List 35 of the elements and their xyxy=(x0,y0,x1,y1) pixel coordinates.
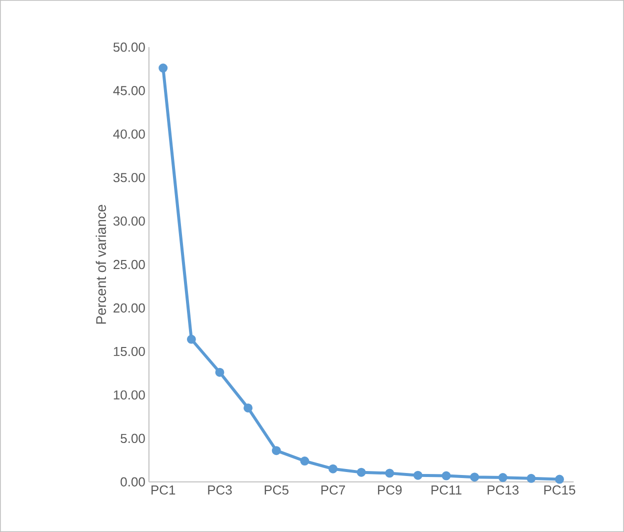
y-tick-label: 35.00 xyxy=(113,172,145,182)
point xyxy=(328,464,338,474)
y-tick-label: 0.00 xyxy=(120,477,145,486)
point xyxy=(470,472,480,482)
point xyxy=(272,446,281,456)
x-tick-label: PC9 xyxy=(378,485,402,495)
point xyxy=(158,64,168,73)
point xyxy=(186,334,196,344)
y-tick-label: 5.00 xyxy=(120,434,145,443)
y-tick-label: 45.00 xyxy=(113,86,145,96)
point xyxy=(356,468,366,477)
point xyxy=(215,368,224,377)
x-tick-label: PC11 xyxy=(432,485,462,495)
point xyxy=(385,468,394,478)
x-tick-label: PC3 xyxy=(208,485,232,495)
point xyxy=(526,474,536,483)
y-tick-label: 15.00 xyxy=(114,346,145,356)
point xyxy=(413,470,422,480)
x-tick-label: PC5 xyxy=(264,485,288,495)
x-tick-label: PC13 xyxy=(488,485,519,495)
x-tick-label: PC7 xyxy=(321,485,345,495)
y-tick-label: 25.00 xyxy=(114,260,145,270)
y-tick-label: 10.00 xyxy=(114,390,145,400)
y-axis-title: Percent of variance xyxy=(96,204,106,324)
y-tick-label: 30.00 xyxy=(113,216,145,226)
point xyxy=(498,473,508,482)
y-tick-label: 40.00 xyxy=(113,129,145,139)
y-tick-label: 20.00 xyxy=(114,303,145,313)
x-tick-label: PC15 xyxy=(544,485,576,495)
y-tick-label: 50.00 xyxy=(113,42,145,52)
point xyxy=(300,456,310,466)
point xyxy=(442,471,451,480)
point xyxy=(244,403,253,412)
x-tick-label: PC1 xyxy=(152,485,176,495)
point xyxy=(555,474,564,484)
